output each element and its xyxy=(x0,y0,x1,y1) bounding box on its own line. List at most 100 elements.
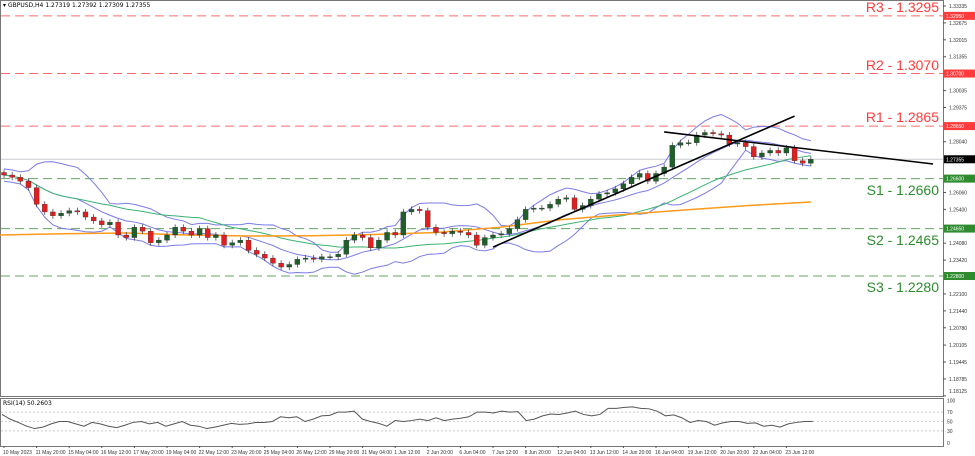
x-tick-label: 16 Jun 04:00 xyxy=(655,450,684,456)
x-tick-label: 22 Jun 04:00 xyxy=(753,450,782,456)
level-price-tag-text: 1.26600 xyxy=(946,177,964,183)
candle xyxy=(9,174,15,178)
x-tick-label: 16 May 12:00 xyxy=(101,450,132,456)
level-price-tag xyxy=(944,224,975,233)
rsi-tick-label: 50 xyxy=(947,420,953,426)
level-label-s3: S3 - 1.2280 xyxy=(866,279,939,295)
candle xyxy=(180,227,186,232)
rsi-tick-label: 100 xyxy=(947,399,956,405)
candle xyxy=(262,254,268,259)
candle xyxy=(384,232,390,241)
x-tick-label: 1 Jun 12:00 xyxy=(394,450,420,456)
candle xyxy=(294,259,301,265)
y-tick-label: 1.32675 xyxy=(949,21,967,27)
level-price-tag xyxy=(944,272,975,281)
candle xyxy=(213,234,219,238)
candle xyxy=(808,159,814,164)
candle xyxy=(107,222,113,225)
candle xyxy=(637,173,643,178)
level-price-tag-text: 1.30700 xyxy=(946,72,964,78)
candle xyxy=(474,234,480,246)
candle xyxy=(25,181,32,188)
candle xyxy=(253,250,260,255)
candle xyxy=(99,220,105,225)
candle xyxy=(172,227,178,236)
candle xyxy=(800,160,806,164)
candle xyxy=(612,188,618,193)
x-tick-label: 14 Jun 20:00 xyxy=(622,450,651,456)
candle xyxy=(514,219,521,229)
candle xyxy=(734,142,741,145)
current-price-tag xyxy=(944,155,975,164)
candle xyxy=(547,204,553,209)
candle xyxy=(775,150,781,154)
y-tick-label: 1.18785 xyxy=(949,377,967,383)
x-tick-label: 8 Jun 20:00 xyxy=(525,450,551,456)
y-tick-label: 1.25400 xyxy=(949,207,967,213)
level-price-tag-text: 1.32950 xyxy=(946,14,964,20)
candle xyxy=(506,228,512,234)
y-tick-label: 1.22100 xyxy=(949,292,967,298)
chart-header: ▾ GBPUSD,H4 1.27319 1.27392 1.27309 1.27… xyxy=(3,2,150,9)
candle xyxy=(669,145,675,168)
level-label-r2: R2 - 1.3070 xyxy=(865,56,939,73)
rsi-label: RSI(14) 50.2603 xyxy=(3,400,52,407)
x-tick-label: 25 May 04:00 xyxy=(264,450,295,456)
candle xyxy=(767,150,773,154)
candle xyxy=(278,263,284,268)
candle xyxy=(335,254,341,257)
candle xyxy=(156,239,162,243)
main-panel-frame xyxy=(0,0,944,397)
candle xyxy=(677,142,684,146)
y-tick-label: 1.20780 xyxy=(949,326,967,332)
candle xyxy=(783,147,790,154)
candle xyxy=(441,232,447,234)
y-tick-label: 1.24080 xyxy=(949,241,967,247)
level-label-r1: R1 - 1.2865 xyxy=(865,109,939,126)
candle xyxy=(791,147,798,161)
candle xyxy=(74,210,80,213)
candle xyxy=(563,197,569,200)
x-tick-label: 2 Jun 20:00 xyxy=(427,450,453,456)
candle xyxy=(588,198,594,206)
level-price-tag-text: 1.22800 xyxy=(946,274,964,280)
candle xyxy=(82,211,89,218)
candle xyxy=(628,177,635,184)
candle xyxy=(229,242,235,246)
x-tick-label: 22 May 12:00 xyxy=(199,450,230,456)
candle xyxy=(221,234,227,246)
rsi-panel-frame xyxy=(0,398,944,447)
current-price-tag-text: 1.27355 xyxy=(946,157,964,163)
x-tick-label: 12 Jun 04:00 xyxy=(557,450,586,456)
x-tick-label: 19 Jun 12:00 xyxy=(688,450,717,456)
rsi-tick-label: 30 xyxy=(947,429,953,435)
y-tick-label: 1.26060 xyxy=(949,190,967,196)
candle xyxy=(50,211,56,216)
level-label-r3: R3 - 1.3295 xyxy=(865,0,939,15)
candle xyxy=(392,232,398,236)
y-tick-label: 1.30035 xyxy=(949,89,967,95)
candle xyxy=(694,134,700,143)
trendline-ascending xyxy=(492,115,795,248)
candle xyxy=(710,132,716,134)
collapse-triangle-icon[interactable]: ▾ xyxy=(3,2,7,9)
candle xyxy=(188,231,195,236)
candle xyxy=(164,234,170,241)
y-tick-label: 1.33335 xyxy=(949,4,967,10)
candle xyxy=(302,257,309,260)
candle xyxy=(425,210,431,228)
x-tick-label: 10 May 2023 xyxy=(3,450,32,456)
bollinger-upper xyxy=(3,114,811,253)
candle xyxy=(555,198,561,205)
candle xyxy=(311,257,317,260)
candle xyxy=(531,207,537,210)
candle xyxy=(498,233,504,236)
candle xyxy=(327,256,333,258)
candle xyxy=(196,228,203,236)
level-price-tag xyxy=(944,11,975,20)
candle xyxy=(131,227,138,238)
candle xyxy=(58,213,64,216)
y-tick-label: 1.18125 xyxy=(949,389,967,395)
y-tick-label: 1.19445 xyxy=(949,360,967,366)
